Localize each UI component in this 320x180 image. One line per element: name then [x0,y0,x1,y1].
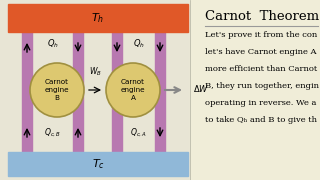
Text: $Q_h$: $Q_h$ [132,38,144,50]
Circle shape [30,63,84,117]
Text: $\Delta W$: $\Delta W$ [193,82,209,93]
Text: let's have Carnot engine A: let's have Carnot engine A [205,48,316,56]
Bar [155,32,165,152]
Circle shape [106,63,160,117]
Text: operating in reverse. We a: operating in reverse. We a [205,99,316,107]
Text: $Q_h$: $Q_h$ [46,38,59,50]
Bar [73,32,83,152]
Bar [22,32,32,152]
Text: B, they run together, engin: B, they run together, engin [205,82,319,90]
Text: Carnot  Theorem  P: Carnot Theorem P [205,10,320,24]
Text: Let's prove it from the con: Let's prove it from the con [205,31,317,39]
Bar [112,32,122,152]
Bar [8,4,188,32]
Text: to take Qₕ and B to give th: to take Qₕ and B to give th [205,116,317,124]
Text: $W_B$: $W_B$ [89,66,101,78]
Bar [190,0,320,180]
Text: $T_h$: $T_h$ [92,11,105,25]
Text: $Q_{c,A}$: $Q_{c,A}$ [130,127,147,139]
Bar [8,152,188,176]
Text: Carnot
engine
A: Carnot engine A [121,79,145,101]
Text: more efficient than Carnot: more efficient than Carnot [205,65,317,73]
Text: $T_c$: $T_c$ [92,157,104,171]
Text: Carnot
engine
B: Carnot engine B [45,79,69,101]
Bar [0,0,190,180]
Text: $Q_{c,B}$: $Q_{c,B}$ [44,127,61,139]
